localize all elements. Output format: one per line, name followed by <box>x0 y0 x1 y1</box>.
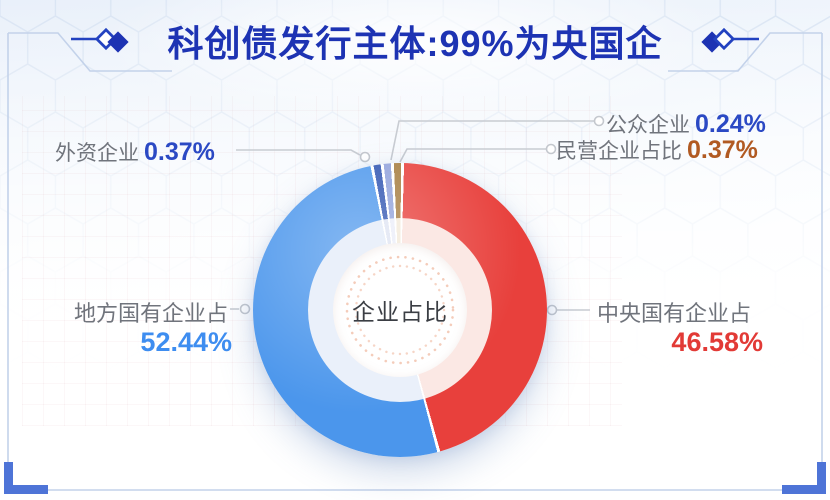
callout-value-local-soe: 52.44% <box>140 327 232 357</box>
callout-line-foreign <box>236 149 361 156</box>
slice-name: 外资企业 <box>55 142 139 165</box>
callout-label-local-soe: 地方国有企业占 <box>73 301 228 326</box>
donut-chart[interactable] <box>253 163 547 457</box>
dotted-ring-outer-icon <box>345 255 455 365</box>
callout-label-public: 公众企业 0.24% <box>606 109 766 139</box>
slice-name: 公众企业 <box>606 114 690 137</box>
slice-value: 0.37% <box>687 136 758 164</box>
donut-center-circle: 企业占比 <box>333 243 467 377</box>
dotted-ring-decoration <box>345 255 455 365</box>
slice-name: 民营企业占比 <box>556 140 682 163</box>
callout-label-central-soe: 中央国有企业占 <box>597 301 752 326</box>
frame-border <box>7 32 823 491</box>
callout-dot-icon <box>359 151 371 163</box>
dotted-ring-inner-icon <box>354 264 446 356</box>
callout-dot-icon <box>239 303 251 315</box>
callout-dot-icon <box>546 304 558 316</box>
page-title: 科创债发行主体:99%为央国企 <box>167 23 663 64</box>
frame-perimeter <box>7 33 823 491</box>
callout-label-foreign: 外资企业 0.37% <box>55 137 215 167</box>
callout-line-public <box>390 120 594 161</box>
corner-brackets <box>4 462 826 494</box>
slice-value: 0.37% <box>144 138 215 166</box>
frame-top-left-banner <box>8 32 172 72</box>
diamond-outline-icon <box>712 27 736 51</box>
bracket-bottom-left <box>4 462 48 494</box>
callout-dot-icon <box>545 143 557 155</box>
frame-top-right-banner <box>668 32 822 72</box>
callout-dot-icon <box>593 115 605 127</box>
callout-label-private: 民营企业占比 0.37% <box>556 135 758 165</box>
bracket-bottom-right <box>782 462 826 494</box>
title-ornament-right <box>701 27 759 53</box>
title-ornament-left <box>71 27 129 53</box>
callout-value-central-soe: 46.58% <box>671 327 763 357</box>
callout-line-private <box>399 148 546 163</box>
callout-lines <box>230 120 594 311</box>
diamond-filled-icon <box>107 31 129 53</box>
slice-value: 0.24% <box>695 110 766 138</box>
donut-center-label: 企业占比 <box>352 299 448 325</box>
callout-dots <box>239 115 605 316</box>
